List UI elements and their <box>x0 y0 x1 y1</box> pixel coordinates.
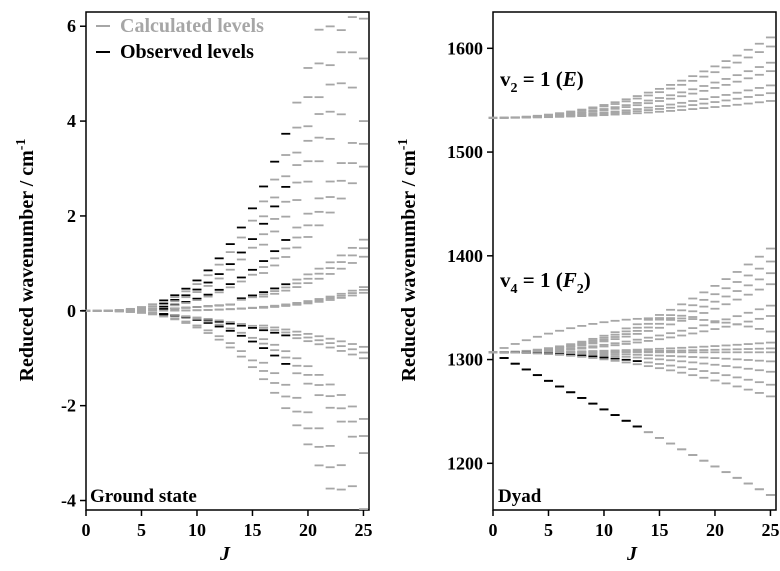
left-x-axis: 0 5 10 15 20 25 <box>82 510 372 540</box>
right-x-tick-label: 10 <box>595 520 613 540</box>
right-x-tick-label: 15 <box>650 520 668 540</box>
v4-band-label: v4 = 1 (F2) <box>500 268 591 297</box>
left-y-tick-label: 4 <box>67 111 76 131</box>
left-y-axis: -4 -2 0 2 4 6 <box>61 16 86 511</box>
legend-observed-label: Observed levels <box>120 41 254 63</box>
left-x-axis-title: J <box>219 543 231 565</box>
left-x-tick-label: 5 <box>137 520 146 540</box>
left-level-marks <box>81 16 368 510</box>
right-x-tick-label: 25 <box>761 520 779 540</box>
left-x-tick-label: 20 <box>299 520 317 540</box>
dyad-label: Dyad <box>498 486 542 507</box>
right-x-axis-title: J <box>626 543 638 565</box>
right-level-marks <box>488 36 775 496</box>
left-y-axis-title: Reduced wavenumber / cm-1 <box>14 139 38 382</box>
right-y-tick-label: 1200 <box>447 453 483 473</box>
dyad-panel: 0 5 10 15 20 25 1200 1300 1400 1500 1600 J Reduce… <box>396 11 779 565</box>
left-y-tick-label: -4 <box>61 491 76 511</box>
right-y-tick-label: 1600 <box>447 38 483 58</box>
ground-state-panel: 0 5 10 15 20 25 -4 -2 0 2 4 6 J Reduced wavenumber… <box>14 11 372 565</box>
left-y-tick-label: 2 <box>67 206 76 226</box>
right-x-tick-label: 0 <box>489 520 498 540</box>
left-x-tick-label: 15 <box>243 520 261 540</box>
right-x-axis: 0 5 10 15 20 25 <box>489 510 779 540</box>
left-x-tick-label: 10 <box>188 520 206 540</box>
right-plot-frame <box>492 11 777 511</box>
right-y-tick-label: 1500 <box>447 142 483 162</box>
right-x-tick-label: 20 <box>706 520 724 540</box>
left-y-tick-label: 6 <box>67 16 76 36</box>
left-y-tick-label: -2 <box>61 396 76 416</box>
right-y-axis: 1200 1300 1400 1500 1600 <box>447 38 493 473</box>
legend: Calculated levels Observed levels <box>96 15 264 63</box>
left-x-tick-label: 25 <box>354 520 372 540</box>
left-x-tick-label: 0 <box>82 520 91 540</box>
left-plot-frame <box>85 11 370 511</box>
v2-band-label: v2 = 1 (E) <box>500 67 584 96</box>
right-y-axis-title: Reduced wavenumber / cm-1 <box>396 139 420 382</box>
left-y-tick-label: 0 <box>67 301 76 321</box>
right-x-tick-label: 5 <box>544 520 553 540</box>
legend-calculated-label: Calculated levels <box>120 15 264 37</box>
right-y-tick-label: 1400 <box>447 246 483 266</box>
ground-state-label: Ground state <box>90 486 197 507</box>
right-y-tick-label: 1300 <box>447 350 483 370</box>
